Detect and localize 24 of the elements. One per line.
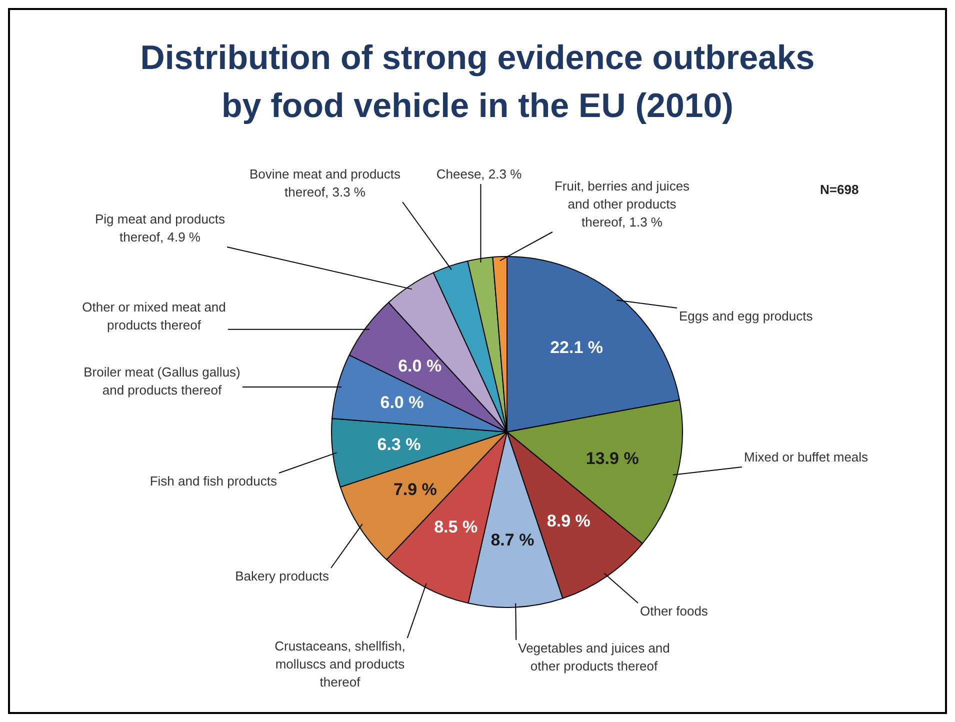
slice-label: Fish and fish products — [150, 474, 278, 489]
data-label: 22.1 % — [550, 338, 604, 358]
data-label: 8.7 % — [490, 530, 534, 550]
data-label: 13.9 % — [586, 448, 639, 468]
data-label: 6.0 % — [380, 393, 424, 412]
slice-label: Fruit, berries and juices and other products thereof, 1.3 % — [554, 178, 690, 230]
slice-label: Broiler meat (Gallus gallus) and products thereof — [84, 364, 240, 398]
slice-label: Eggs and egg products — [679, 308, 814, 324]
data-label: 8.5 % — [434, 518, 478, 537]
data-label: 6.0 % — [398, 356, 442, 376]
chart-title: Distribution of strong evidence outbreaks by food vehicle in the EU (2010) — [139, 38, 816, 127]
slice-label: Cheese, 2.3 % — [436, 166, 522, 182]
data-label: 7.9 % — [393, 480, 437, 500]
data-label: 8.9 % — [546, 511, 590, 530]
slice-label: Other foods — [640, 604, 708, 619]
slice-label: Vegetables and juices and other products thereof — [518, 640, 670, 674]
slice-label: Pig meat and products thereof, 4.9 % — [94, 212, 226, 245]
slice-label: Mixed or buffet meals — [744, 450, 869, 465]
slice-label: Bovine meat and products thereof, 3.3 % — [249, 166, 402, 200]
text: N=698 — [820, 182, 859, 197]
slice-label: Other or mixed meat and products thereof — [82, 300, 226, 333]
slice-label: Crustaceans, shellfish, molluscs and products thereof — [274, 638, 406, 690]
data-label: 6.3 % — [377, 434, 421, 454]
slice-label: Bakery products — [235, 568, 330, 584]
